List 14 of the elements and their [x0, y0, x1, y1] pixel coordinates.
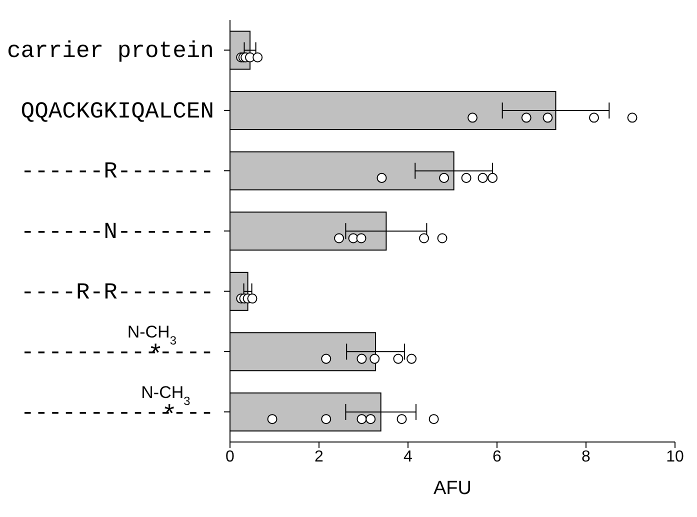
x-tick-label: 4	[404, 448, 413, 466]
x-tick-label: 2	[314, 448, 324, 466]
x-tick-label: 8	[582, 448, 591, 466]
y-tick-label: ----R-R-------	[20, 279, 214, 306]
y-tick-label: N-CH$_{3}$ * --------------	[6, 382, 214, 428]
y-tick-label: carrier protein	[6, 38, 214, 64]
y-tick-label: N-CH$_{3}$ * --------------	[6, 322, 214, 368]
y-tick-label: ------R-------	[20, 158, 214, 185]
y-tick-label: QQACKGKIQALCEN	[20, 98, 214, 124]
x-tick-label: 10	[666, 448, 684, 466]
y-tick-label: ------N-------	[20, 219, 214, 245]
x-axis-title: AFU	[434, 478, 472, 499]
x-tick-label: 6	[492, 448, 502, 466]
x-tick-label: 0	[226, 448, 235, 466]
